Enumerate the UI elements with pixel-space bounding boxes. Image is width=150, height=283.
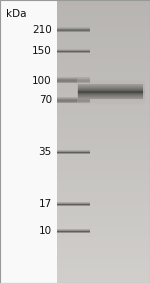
Text: 10: 10 xyxy=(39,226,52,237)
Text: 150: 150 xyxy=(32,46,52,56)
Text: 210: 210 xyxy=(32,25,52,35)
Text: 17: 17 xyxy=(39,199,52,209)
Text: kDa: kDa xyxy=(6,9,27,19)
Text: 35: 35 xyxy=(39,147,52,157)
Text: 100: 100 xyxy=(32,76,52,86)
Text: 70: 70 xyxy=(39,95,52,106)
